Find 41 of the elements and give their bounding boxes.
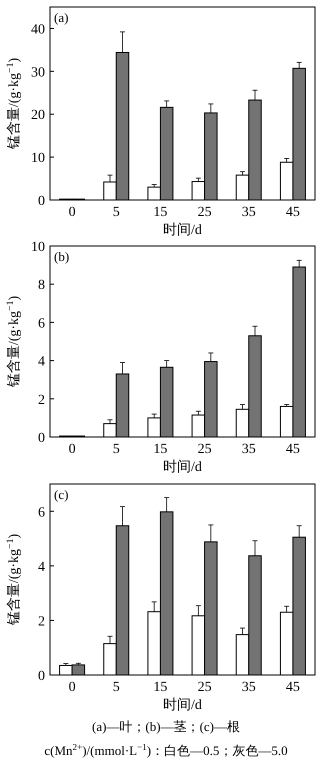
chart-title: (c) [54, 487, 68, 502]
text: (a)—叶；(b)—茎；(c)—根 [92, 719, 240, 734]
chart-title: (b) [54, 249, 70, 264]
y-tick-label: 6 [38, 316, 45, 332]
y-tick-label: 20 [31, 108, 45, 124]
x-tick-label: 25 [198, 680, 212, 695]
x-tick-label: 15 [153, 680, 168, 695]
x-tick-label: 5 [112, 205, 120, 220]
y-tick-label: 0 [38, 194, 45, 209]
x-axis-title: 时间/d [163, 222, 202, 238]
y-tick-label: 10 [31, 151, 45, 166]
x-axis-title: 时间/d [163, 697, 202, 713]
x-tick-label: 35 [242, 442, 256, 457]
x-tick-label: 15 [153, 442, 168, 457]
y-tick-label: 8 [38, 278, 45, 294]
y-tick-label: 2 [38, 614, 45, 630]
x-tick-label: 15 [153, 205, 168, 220]
y-tick-label: 40 [31, 22, 45, 38]
x-tick-label: 35 [242, 205, 256, 220]
y-tick-label: 4 [38, 560, 45, 575]
y-tick-label: 2 [38, 392, 45, 408]
chart-title: (a) [54, 10, 68, 25]
y-tick-label: 30 [31, 65, 45, 80]
y-tick-label: 4 [38, 354, 45, 370]
x-tick-label: 45 [286, 680, 300, 695]
x-tick-label: 0 [68, 680, 76, 695]
x-tick-label: 45 [286, 205, 300, 220]
x-tick-label: 45 [286, 442, 300, 457]
y-tick-label: 0 [38, 669, 45, 684]
x-tick-label: 5 [112, 680, 120, 695]
x-tick-label: 25 [198, 442, 212, 457]
y-tick-label: 10 [31, 240, 45, 255]
x-tick-label: 35 [242, 680, 256, 695]
x-tick-label: 25 [198, 205, 212, 220]
y-tick-label: 6 [38, 505, 45, 520]
y-tick-label: 0 [38, 431, 45, 446]
x-axis-title: 时间/d [163, 459, 202, 475]
x-tick-label: 0 [68, 442, 76, 457]
x-tick-label: 0 [68, 205, 76, 220]
x-tick-label: 5 [112, 442, 120, 457]
text: c(Mn$^{2+}$)/(mmol·L$^{−1}$)：白色—0.5；灰色—5.0 [44, 742, 288, 758]
